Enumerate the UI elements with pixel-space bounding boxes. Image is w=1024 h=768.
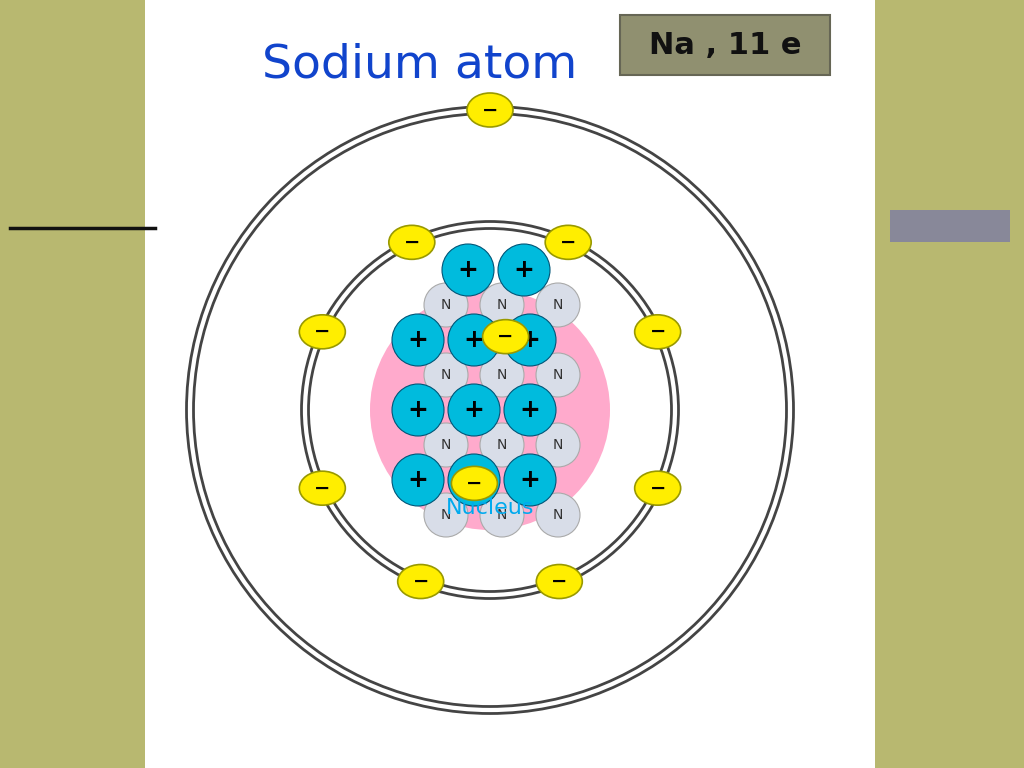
Ellipse shape bbox=[482, 319, 528, 353]
Text: +: + bbox=[408, 328, 428, 352]
Text: +: + bbox=[458, 258, 478, 282]
Text: +: + bbox=[514, 258, 535, 282]
Circle shape bbox=[424, 283, 468, 327]
Text: N: N bbox=[497, 298, 507, 312]
Text: +: + bbox=[464, 468, 484, 492]
Circle shape bbox=[536, 423, 580, 467]
Ellipse shape bbox=[635, 315, 681, 349]
Circle shape bbox=[392, 384, 444, 436]
Text: −: − bbox=[560, 233, 577, 252]
Circle shape bbox=[504, 454, 556, 506]
Text: −: − bbox=[466, 474, 482, 493]
Circle shape bbox=[504, 314, 556, 366]
Ellipse shape bbox=[389, 225, 435, 260]
Ellipse shape bbox=[397, 564, 443, 598]
Text: N: N bbox=[497, 438, 507, 452]
Text: +: + bbox=[464, 398, 484, 422]
Text: N: N bbox=[440, 438, 452, 452]
Text: N: N bbox=[553, 508, 563, 522]
Circle shape bbox=[480, 493, 524, 537]
Circle shape bbox=[392, 454, 444, 506]
Text: −: − bbox=[649, 323, 666, 341]
Text: +: + bbox=[464, 328, 484, 352]
Text: N: N bbox=[553, 438, 563, 452]
Text: +: + bbox=[519, 398, 541, 422]
Circle shape bbox=[392, 314, 444, 366]
Ellipse shape bbox=[635, 472, 681, 505]
Text: +: + bbox=[519, 328, 541, 352]
Text: −: − bbox=[403, 233, 420, 252]
Bar bbox=[890, 210, 1010, 242]
Ellipse shape bbox=[299, 315, 345, 349]
Text: −: − bbox=[551, 572, 567, 591]
Text: −: − bbox=[314, 478, 331, 498]
Ellipse shape bbox=[467, 93, 513, 127]
Text: N: N bbox=[553, 298, 563, 312]
Circle shape bbox=[504, 384, 556, 436]
Text: Nucleus: Nucleus bbox=[445, 498, 535, 518]
Circle shape bbox=[449, 384, 500, 436]
Ellipse shape bbox=[537, 564, 583, 598]
Circle shape bbox=[498, 244, 550, 296]
Circle shape bbox=[370, 290, 610, 530]
Text: N: N bbox=[440, 368, 452, 382]
Circle shape bbox=[536, 353, 580, 397]
Ellipse shape bbox=[299, 472, 345, 505]
Ellipse shape bbox=[545, 225, 591, 260]
Circle shape bbox=[424, 353, 468, 397]
Ellipse shape bbox=[452, 466, 498, 501]
Bar bbox=[620, 15, 830, 75]
Circle shape bbox=[449, 454, 500, 506]
Circle shape bbox=[449, 314, 500, 366]
Circle shape bbox=[536, 283, 580, 327]
Text: −: − bbox=[314, 323, 331, 341]
Circle shape bbox=[442, 244, 494, 296]
Bar bbox=[145, 0, 874, 768]
Circle shape bbox=[480, 353, 524, 397]
Text: +: + bbox=[408, 468, 428, 492]
Text: −: − bbox=[498, 327, 514, 346]
Text: N: N bbox=[497, 508, 507, 522]
Text: Na , 11 e: Na , 11 e bbox=[649, 31, 801, 59]
Bar bbox=[874, 0, 1024, 768]
Text: N: N bbox=[440, 298, 452, 312]
Text: +: + bbox=[408, 398, 428, 422]
Circle shape bbox=[424, 493, 468, 537]
Text: N: N bbox=[440, 508, 452, 522]
Circle shape bbox=[536, 493, 580, 537]
Text: N: N bbox=[553, 368, 563, 382]
Text: −: − bbox=[413, 572, 429, 591]
Bar bbox=[0, 0, 145, 768]
Text: −: − bbox=[482, 101, 499, 120]
Text: Sodium atom: Sodium atom bbox=[262, 42, 578, 87]
Circle shape bbox=[480, 283, 524, 327]
Circle shape bbox=[424, 423, 468, 467]
Circle shape bbox=[480, 423, 524, 467]
Text: −: − bbox=[649, 478, 666, 498]
Text: +: + bbox=[519, 468, 541, 492]
Text: N: N bbox=[497, 368, 507, 382]
